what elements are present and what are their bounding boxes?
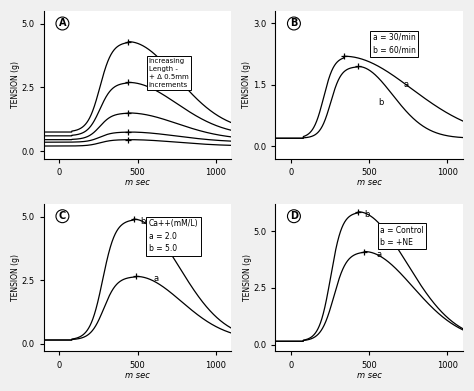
Y-axis label: TENSION (g): TENSION (g) <box>243 61 252 108</box>
Text: A: A <box>59 18 66 29</box>
Text: b: b <box>141 217 146 226</box>
Text: C: C <box>59 211 66 221</box>
Text: b: b <box>365 210 370 219</box>
Text: B: B <box>290 18 298 29</box>
X-axis label: m sec: m sec <box>356 178 382 187</box>
Y-axis label: TENSION (g): TENSION (g) <box>11 61 20 108</box>
Text: Increasing
Length -
+ Δ 0.5mm
increments: Increasing Length - + Δ 0.5mm increments <box>149 58 189 88</box>
Y-axis label: TENSION (g): TENSION (g) <box>243 254 252 301</box>
X-axis label: m sec: m sec <box>356 371 382 380</box>
Text: D: D <box>290 211 298 221</box>
Text: a: a <box>377 250 382 259</box>
Text: a: a <box>153 274 158 283</box>
Text: Ca++(mM/L)
a = 2.0
b = 5.0: Ca++(mM/L) a = 2.0 b = 5.0 <box>149 219 199 253</box>
Text: a: a <box>403 80 409 89</box>
X-axis label: m sec: m sec <box>125 371 150 380</box>
Y-axis label: TENSION (g): TENSION (g) <box>11 254 20 301</box>
Text: b: b <box>378 99 384 108</box>
Text: a = 30/min
b = 60/min: a = 30/min b = 60/min <box>373 33 416 54</box>
X-axis label: m sec: m sec <box>125 178 150 187</box>
Text: a = Control
b = +NE: a = Control b = +NE <box>380 226 424 247</box>
